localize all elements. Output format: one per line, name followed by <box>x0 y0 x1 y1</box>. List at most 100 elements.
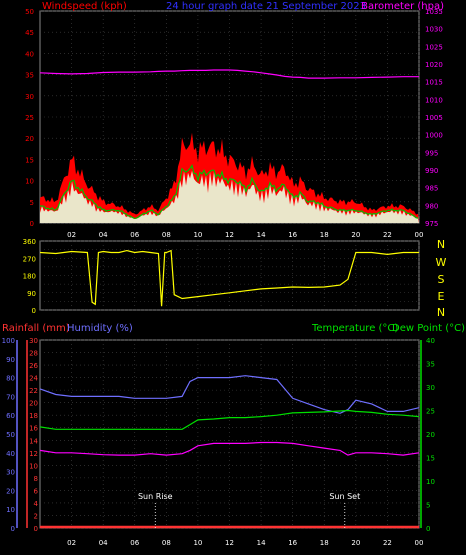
rain-tick-label: 10 <box>29 462 38 470</box>
compass-n-top: N <box>437 238 445 251</box>
temp-tick-label: 35 <box>426 361 435 369</box>
baro-tick-label: 1020 <box>425 61 443 69</box>
baro-tick-label: 1010 <box>425 96 443 104</box>
temp-tick-label: 5 <box>426 502 430 510</box>
bottom-gridlines <box>40 339 420 529</box>
humidity-tick-label: 50 <box>6 431 15 439</box>
sunrise-label: Sun Rise <box>138 492 173 501</box>
wind-tick-label: 10 <box>25 178 34 186</box>
humidity-tick-label: 20 <box>6 487 15 495</box>
humidity-tick-label: 10 <box>6 506 15 514</box>
humidity-title: Humidity (%) <box>67 323 133 334</box>
top-x-tick-label: 00 <box>415 231 424 239</box>
wind-tick-label: 5 <box>30 199 34 207</box>
top-x-tick-label: 12 <box>225 231 234 239</box>
humidity-tick-label: 60 <box>6 412 15 420</box>
top-x-tick-label: 08 <box>162 231 171 239</box>
temp-tick-label: 40 <box>426 337 435 345</box>
rain-tick-label: 4 <box>34 500 39 508</box>
rain-tick-label: 2 <box>34 512 38 520</box>
wind-tick-label: 0 <box>30 220 34 228</box>
temp-tick-label: 15 <box>426 455 435 463</box>
top-x-tick-label: 22 <box>383 231 392 239</box>
wind-title: Windspeed (kph) <box>42 1 127 12</box>
humidity-tick-label: 80 <box>6 375 15 383</box>
temp-title: Temperature (°C) <box>311 323 398 334</box>
rain-tick-label: 28 <box>29 350 38 358</box>
wind-baro-marks <box>39 69 419 223</box>
rain-tick-label: 22 <box>29 387 38 395</box>
temp-tick-label: 30 <box>426 384 435 392</box>
rain-tick-label: 16 <box>29 425 38 433</box>
compass-s: S <box>438 273 445 286</box>
baro-tick-label: 990 <box>425 167 438 175</box>
wind-tick-label: 35 <box>25 72 34 80</box>
bottom-x-tick-label: 04 <box>99 539 108 547</box>
bottom-x-tick-label: 16 <box>288 539 297 547</box>
wind-tick-label: 30 <box>25 93 34 101</box>
rain-tick-label: 30 <box>29 337 38 345</box>
top-x-tick-label: 20 <box>351 231 360 239</box>
humidity-tick-label: 30 <box>6 469 15 477</box>
rain-tick-label: 14 <box>29 437 38 445</box>
dew-title: Dew Point (°C) <box>392 323 465 334</box>
rain-tick-label: 26 <box>29 362 38 370</box>
temp-tick-label: 0 <box>426 525 430 533</box>
bottom-x-tick-label: 14 <box>257 539 266 547</box>
rain-tick-label: 20 <box>29 400 38 408</box>
bottom-x-tick-label: 18 <box>320 539 329 547</box>
windspeed-area <box>40 132 419 223</box>
rain-tick-label: 8 <box>34 475 38 483</box>
rain-tick-label: 0 <box>34 525 38 533</box>
humidity-tick-label: 40 <box>6 450 15 458</box>
rain-tick-label: 18 <box>29 412 38 420</box>
top-axis-labels: 0510152025303540455097598098599099510001… <box>25 8 443 239</box>
direction-tick-label: 180 <box>23 273 36 281</box>
baro-tick-label: 985 <box>425 185 438 193</box>
wind-tick-label: 25 <box>25 114 34 122</box>
baro-tick-label: 975 <box>425 220 438 228</box>
mid-axis-labels: 0 90 180 270 360 <box>23 238 36 315</box>
temp-tick-label: 10 <box>426 478 435 486</box>
top-x-tick-label: 18 <box>320 231 329 239</box>
top-x-tick-label: 16 <box>288 231 297 239</box>
baro-tick-label: 995 <box>425 149 438 157</box>
bottom-axis-labels: 0246810121416182022242628300102030405060… <box>2 337 435 547</box>
humidity-tick-label: 70 <box>6 393 15 401</box>
compass-e: E <box>438 290 445 303</box>
baro-tick-label: 1015 <box>425 79 443 87</box>
direction-tick-label: 360 <box>23 238 36 246</box>
direction-tick-label: 90 <box>27 290 36 298</box>
direction-tick-label: 0 <box>32 307 36 315</box>
baro-tick-label: 1030 <box>425 26 443 34</box>
dewpoint-line <box>39 441 420 456</box>
baro-tick-label: 1035 <box>425 8 443 16</box>
bottom-x-tick-label: 10 <box>193 539 202 547</box>
wind-tick-label: 45 <box>25 29 34 37</box>
bottom-x-tick-label: 06 <box>130 539 139 547</box>
top-x-tick-label: 02 <box>67 231 76 239</box>
rain-tick-label: 12 <box>29 450 38 458</box>
baro-tick-label: 1005 <box>425 114 443 122</box>
wind-tick-label: 20 <box>25 135 34 143</box>
barometer-line <box>39 69 419 79</box>
rain-tick-label: 6 <box>34 487 39 495</box>
graph-date-title: 24 hour graph date 21 September 2023 <box>166 1 366 12</box>
bottom-x-tick-label: 20 <box>351 539 360 547</box>
wind-gust-line <box>40 164 419 219</box>
bottom-x-tick-label: 00 <box>415 539 424 547</box>
wind-direction-line <box>39 249 419 307</box>
wind-tick-label: 40 <box>25 50 34 58</box>
top-x-tick-label: 06 <box>130 231 139 239</box>
wind-average-area <box>40 170 419 223</box>
top-x-tick-label: 10 <box>193 231 202 239</box>
bottom-x-tick-label: 12 <box>225 539 234 547</box>
top-x-tick-label: 04 <box>99 231 108 239</box>
temperature-line <box>39 409 420 430</box>
bottom-x-tick-label: 22 <box>383 539 392 547</box>
wind-tick-label: 50 <box>25 8 34 16</box>
humidity-line <box>39 375 420 414</box>
temp-tick-label: 25 <box>426 408 435 416</box>
temp-humidity-marks <box>39 375 420 529</box>
baro-tick-label: 980 <box>425 202 438 210</box>
